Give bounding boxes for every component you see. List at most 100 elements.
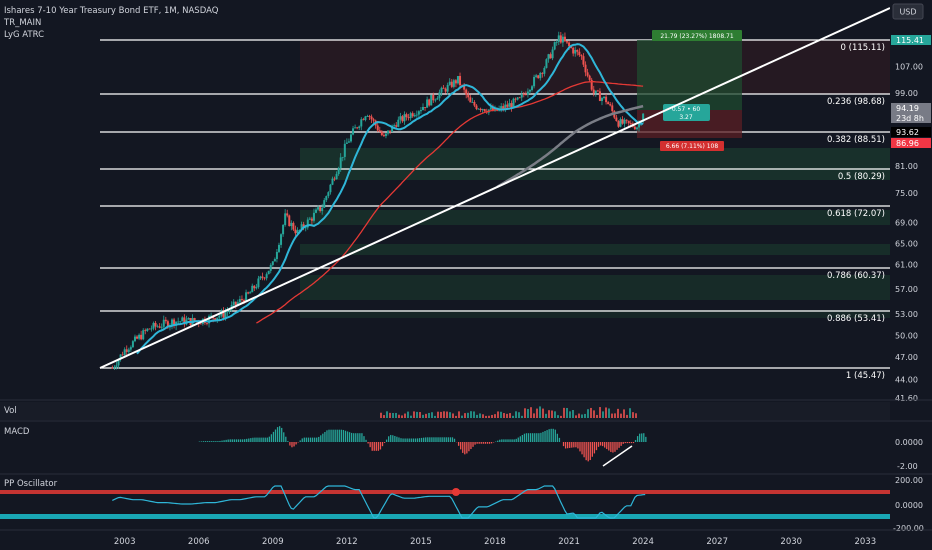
candle-body [627,120,630,124]
candle-body [273,259,276,262]
macd-bar [484,442,487,444]
time-tick-label: 2030 [780,537,802,547]
macd-bar [309,437,312,442]
macd-bar [311,437,314,442]
macd-bar [346,431,349,442]
vol-title: Vol [4,406,17,416]
volume-bar [509,413,511,418]
candle-body [473,102,476,106]
macd-bar [433,437,435,442]
macd-bar [244,439,246,442]
candle-body [463,85,466,90]
candle-body [619,119,622,127]
fib-level-label: 0 (115.11) [841,43,885,53]
volume-bar [575,415,577,418]
candle-body [514,98,517,100]
volume-bar [617,408,619,418]
fast-moving-average [136,43,644,355]
price-axis[interactable]: USD 107.00 99.00 81.00 75.00 69.00 65.00 61.00… [890,0,932,403]
candle-body [504,104,507,110]
candle-body [533,76,536,87]
candle-body [508,103,511,107]
macd-bar [618,442,620,448]
macd-bar [256,437,258,442]
candle-body [378,130,381,132]
price-marker-text: 115.41 [896,36,924,45]
macd-bar [355,433,357,442]
macd-bar [546,430,548,442]
candle-body [481,109,484,111]
candle-body [148,328,151,330]
macd-bar [558,437,561,442]
candle-body [428,99,431,106]
macd-bar [497,440,499,442]
candle-body [364,116,367,121]
macd-bar [639,433,641,442]
candle-body [471,102,474,103]
macd-bar [597,442,600,447]
macd-bar [359,433,361,442]
macd-bar [221,440,223,442]
trendline[interactable] [99,7,891,369]
candle-body [339,157,342,169]
long-position-tool[interactable]: 21.79 (23.27%) 1808.71 0.57 • 60 3.27 6.6… [637,30,742,151]
candle-body [491,107,494,111]
volume-bar [584,413,586,418]
macd-bar [350,432,353,442]
macd-bar [229,439,231,442]
price-marker [891,35,931,45]
candle-body [127,349,130,352]
long-moving-average [496,104,644,188]
macd-bar [305,437,308,442]
volume-bar [416,411,418,418]
volume-bar [383,415,385,418]
candle-body [635,127,638,130]
currency-button[interactable] [892,3,924,20]
candle-body [475,105,478,110]
macd-bar [379,442,382,450]
macd-bar [445,437,447,442]
macd-bar [490,442,493,444]
fib-retracement[interactable]: 0 (115.11) 0.236 (98.68) 0.382 (88.51) 0.5 … [100,39,890,381]
pp-oscillator-line [112,485,646,519]
macd-bar [534,433,536,442]
candle-body [600,98,603,101]
candle-body [331,178,334,185]
candle-body [531,86,534,90]
macd-bar [213,441,215,442]
macd-bar [511,439,513,442]
macd-bar [223,440,225,442]
macd-bar [416,438,419,442]
candle-body [586,72,589,76]
macd-bar [295,442,297,445]
macd-bar [435,437,437,442]
macd-bar [472,442,474,447]
macd-bar [202,441,205,442]
macd-bar [272,431,275,442]
volume-bar [569,411,571,418]
macd-bar [233,439,236,442]
macd-bar [567,442,569,449]
candle-body [405,114,408,118]
volume-bar [593,410,595,418]
volume-bar [455,415,457,418]
pp-label-neg200: -200.00 [893,524,924,533]
candle-body [366,116,369,117]
volume-bar [536,408,538,418]
price-tick-label: 57.00 [895,285,918,294]
macd-bar [523,433,526,442]
macd-bar [353,433,355,442]
candle-body [500,106,503,109]
candle-body [150,328,153,330]
macd-bar [606,442,608,450]
volume-bar [389,412,391,418]
candle-body [306,219,309,228]
macd-bar [521,434,524,442]
time-axis[interactable]: 2003 2006 2009 2012 2015 2018 2021 2024 2027 2030… [0,529,932,547]
fib-level-label: 0.886 (53.41) [827,314,885,324]
macd-bar [398,437,400,442]
candle-body [245,292,248,302]
macd-bar [556,433,559,442]
candle-body [164,319,167,322]
macd-bar [332,429,334,442]
